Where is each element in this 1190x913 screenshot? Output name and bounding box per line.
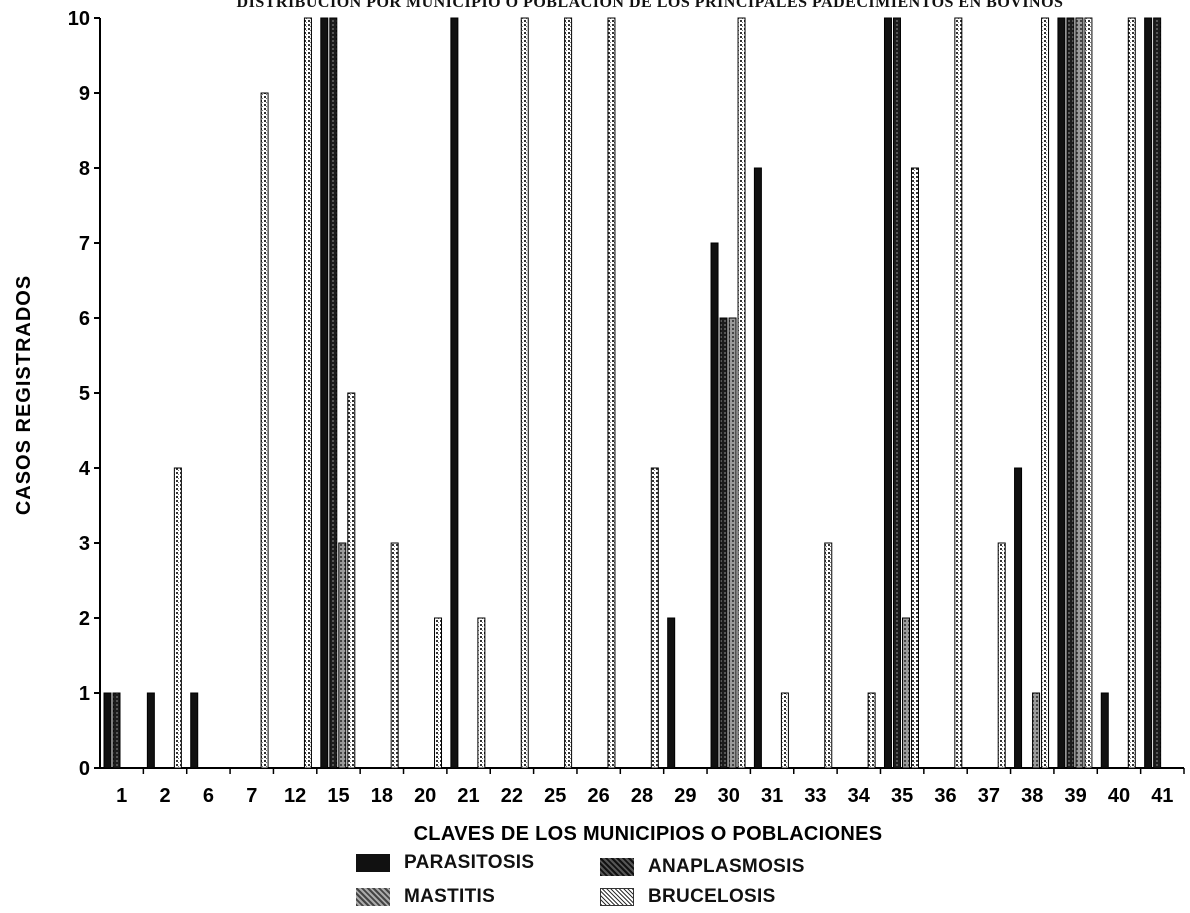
- bar-brucelosis: [390, 542, 399, 769]
- x-tick-label: 33: [804, 785, 826, 807]
- y-tick-label: 6: [79, 308, 90, 330]
- x-tick-label: 34: [848, 785, 871, 807]
- y-tick-label: 7: [79, 233, 90, 255]
- bar-brucelosis: [650, 467, 659, 769]
- x-axis-label: CLAVES DE LOS MUNICIPIOS O POBLACIONES: [414, 823, 883, 845]
- bar-brucelosis: [997, 542, 1006, 769]
- y-tick-label: 4: [79, 458, 91, 480]
- bar-mastitis: [901, 617, 910, 769]
- bar-brucelosis: [737, 17, 746, 769]
- bar-parasitosis: [1100, 692, 1109, 769]
- x-tick-label: 22: [501, 785, 523, 807]
- bar-parasitosis: [710, 242, 719, 769]
- x-tick-label: 15: [327, 785, 349, 807]
- bar-mastitis: [338, 542, 347, 769]
- y-tick-label: 5: [79, 383, 90, 405]
- chart-title: DISTRIBUCION POR MUNICIPIO O POBLACION D…: [236, 0, 1064, 11]
- bar-brucelosis: [1127, 17, 1136, 769]
- x-tick-label: 12: [284, 785, 306, 807]
- bar-brucelosis: [477, 617, 486, 769]
- bar-brucelosis: [780, 692, 789, 769]
- x-tick-label: 41: [1151, 785, 1173, 807]
- bar-brucelosis: [1041, 17, 1050, 769]
- bar-anaplasmosis: [112, 692, 121, 769]
- bar-brucelosis: [824, 542, 833, 769]
- x-tick-label: 21: [457, 785, 479, 807]
- bar-mastitis: [1075, 17, 1084, 769]
- x-tick-label: 36: [934, 785, 956, 807]
- bar-brucelosis: [173, 467, 182, 769]
- bar-anaplasmosis: [329, 17, 338, 769]
- bar-brucelosis: [564, 17, 573, 769]
- bar-brucelosis: [954, 17, 963, 769]
- bar-brucelosis: [607, 17, 616, 769]
- x-tick-label: 39: [1064, 785, 1086, 807]
- bar-parasitosis: [1057, 17, 1066, 769]
- x-tick-label: 35: [891, 785, 913, 807]
- x-tick-label: 40: [1108, 785, 1130, 807]
- x-tick-label: 2: [159, 785, 170, 807]
- x-tick-label: 7: [246, 785, 257, 807]
- x-tick-label: 28: [631, 785, 653, 807]
- bar-anaplasmosis: [1066, 17, 1075, 769]
- bar-parasitosis: [753, 167, 762, 769]
- x-tick-label: 37: [978, 785, 1000, 807]
- bar-parasitosis: [146, 692, 155, 769]
- bar-brucelosis: [520, 17, 529, 769]
- x-tick-label: 29: [674, 785, 696, 807]
- bar-parasitosis: [1144, 17, 1153, 769]
- x-tick-label: 20: [414, 785, 436, 807]
- x-tick-label: 18: [371, 785, 393, 807]
- bar-brucelosis: [347, 392, 356, 769]
- bar-brucelosis: [910, 167, 919, 769]
- bar-parasitosis: [103, 692, 112, 769]
- bar-mastitis: [1032, 692, 1041, 769]
- bar-anaplasmosis: [719, 317, 728, 769]
- x-tick-label: 31: [761, 785, 783, 807]
- bar-parasitosis: [450, 17, 459, 769]
- bar-parasitosis: [667, 617, 676, 769]
- x-tick-label: 38: [1021, 785, 1043, 807]
- bar-mastitis: [728, 317, 737, 769]
- x-tick-label: 6: [203, 785, 214, 807]
- bar-anaplasmosis: [892, 17, 901, 769]
- bar-parasitosis: [190, 692, 199, 769]
- y-tick-label: 0: [79, 758, 90, 780]
- bar-brucelosis: [1084, 17, 1093, 769]
- y-tick-label: 10: [68, 8, 90, 30]
- bar-brucelosis: [303, 17, 312, 769]
- x-tick-label: 26: [588, 785, 610, 807]
- x-tick-label: 30: [718, 785, 740, 807]
- y-tick-label: 3: [79, 533, 90, 555]
- y-tick-label: 1: [79, 683, 90, 705]
- x-tick-label: 25: [544, 785, 566, 807]
- y-tick-label: 9: [79, 83, 90, 105]
- y-axis-label: CASOS REGISTRADOS: [13, 275, 35, 515]
- bar-parasitosis: [883, 17, 892, 769]
- bar-parasitosis: [320, 17, 329, 769]
- y-tick-label: 8: [79, 158, 90, 180]
- y-tick-label: 2: [79, 608, 90, 630]
- bar-anaplasmosis: [1153, 17, 1162, 769]
- bar-brucelosis: [867, 692, 876, 769]
- bar-brucelosis: [434, 617, 443, 769]
- bar-parasitosis: [1014, 467, 1023, 769]
- x-tick-label: 1: [116, 785, 127, 807]
- bar-brucelosis: [260, 92, 269, 769]
